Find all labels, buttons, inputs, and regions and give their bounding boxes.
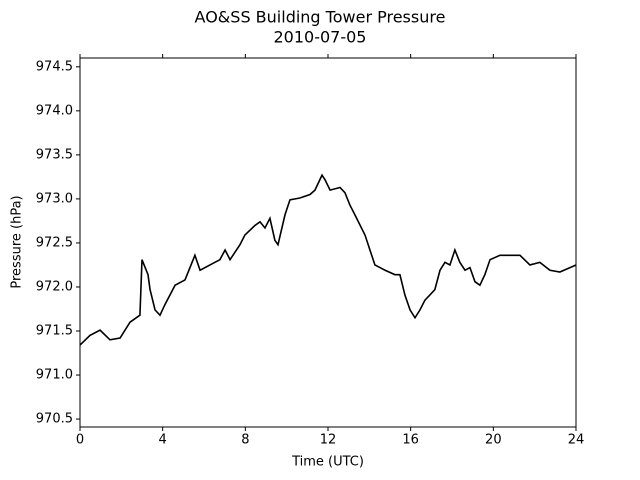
chart-title: AO&SS Building Tower Pressure bbox=[195, 8, 446, 27]
x-tick-label: 20 bbox=[485, 433, 502, 448]
data-line bbox=[79, 173, 577, 346]
x-tick-label: 4 bbox=[159, 433, 167, 448]
x-tick-label: 24 bbox=[568, 433, 585, 448]
y-tick-label: 971.0 bbox=[36, 368, 73, 383]
y-tick-label: 973.0 bbox=[36, 191, 73, 206]
y-tick-label: 970.5 bbox=[36, 412, 73, 427]
y-tick-label: 974.5 bbox=[36, 59, 73, 74]
y-tick-label: 973.5 bbox=[36, 147, 73, 162]
y-tick-label: 972.5 bbox=[36, 235, 73, 250]
x-tick-label: 12 bbox=[320, 433, 337, 448]
y-tick-label: 974.0 bbox=[36, 103, 73, 118]
y-axis-label: Pressure (hPa) bbox=[10, 195, 25, 288]
x-tick-label: 8 bbox=[241, 433, 249, 448]
chart-subtitle: 2010-07-05 bbox=[274, 28, 367, 47]
x-tick-label: 0 bbox=[76, 433, 84, 448]
y-tick-label: 972.0 bbox=[36, 279, 73, 294]
x-axis-label: Time (UTC) bbox=[291, 455, 364, 470]
plot-frame bbox=[79, 57, 577, 428]
x-tick-label: 16 bbox=[402, 433, 419, 448]
y-tick-label: 971.5 bbox=[36, 324, 73, 339]
